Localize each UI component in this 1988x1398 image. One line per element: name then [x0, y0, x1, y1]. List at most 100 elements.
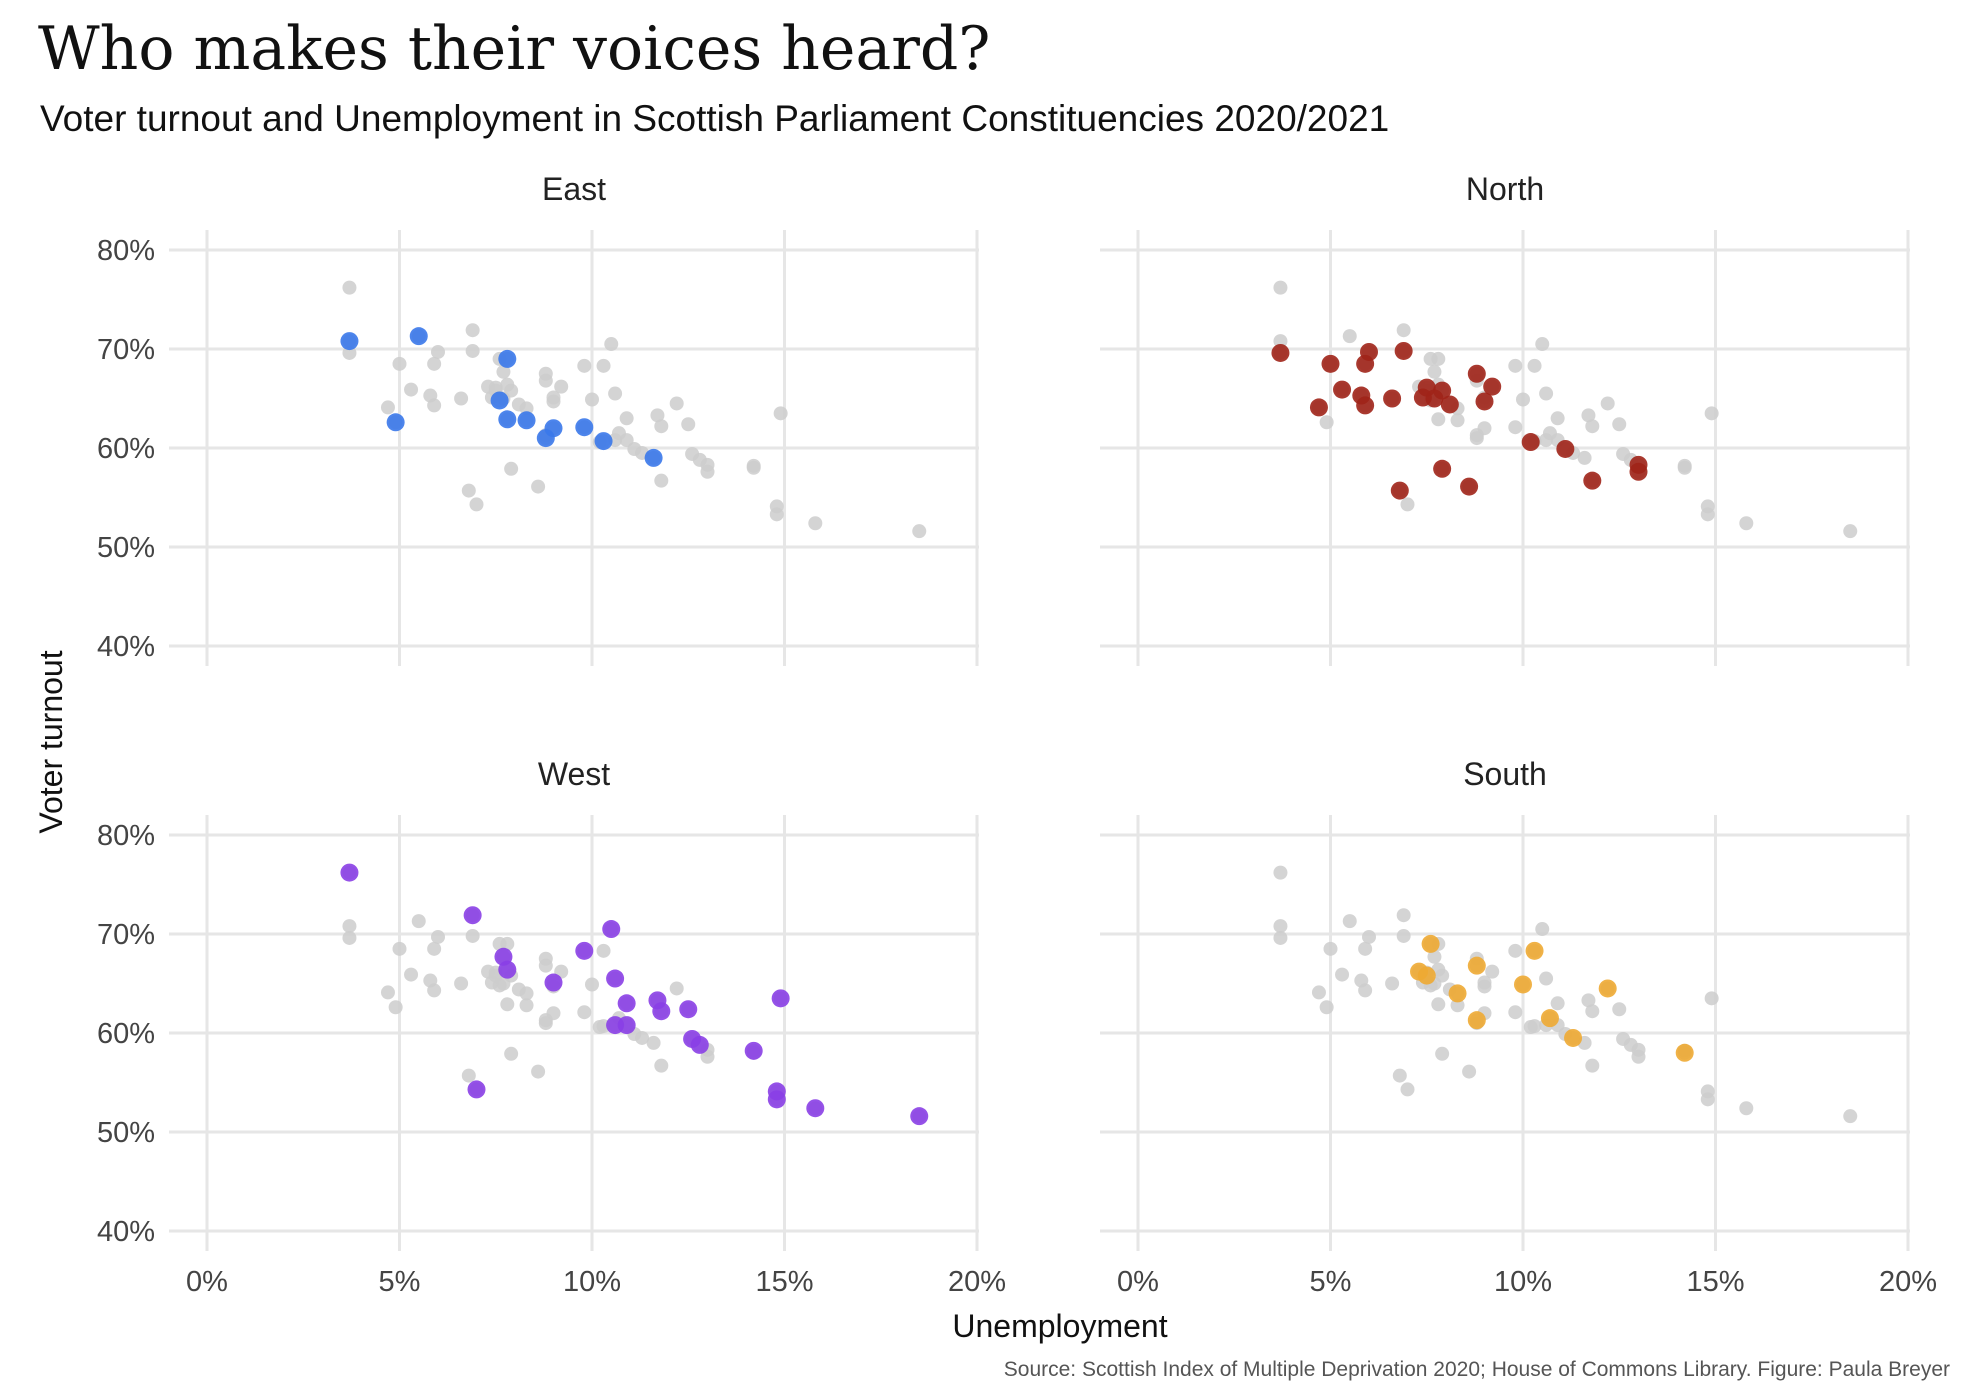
point-east-10	[594, 432, 613, 451]
background-point-south-46	[1539, 971, 1554, 986]
point-north-20	[1483, 377, 1502, 396]
x-tick-label-west-15: 15%	[755, 1266, 813, 1298]
background-point-south-32	[1485, 964, 1500, 979]
y-tick-label-east-40: 40%	[97, 631, 155, 663]
background-point-south-1	[1319, 1000, 1334, 1015]
background-point-east-35	[654, 473, 669, 488]
background-point-north-38	[1273, 280, 1288, 295]
background-point-south-41	[1427, 949, 1442, 964]
background-point-north-48	[1550, 411, 1565, 426]
background-point-east-71	[669, 396, 684, 411]
point-east-4	[498, 410, 517, 429]
chart-subtitle: Voter turnout and Unemployment in Scotti…	[40, 98, 1390, 139]
point-south-2	[1421, 934, 1440, 953]
background-point-east-46	[608, 386, 623, 401]
background-point-east-15	[404, 382, 419, 397]
point-west-14	[679, 1000, 698, 1019]
point-north-2	[1321, 354, 1340, 373]
background-point-north-11	[1577, 450, 1592, 465]
point-east-1	[386, 413, 405, 432]
facet-label-west: West	[538, 756, 610, 792]
background-point-south-6	[1450, 998, 1465, 1013]
point-west-22	[910, 1107, 929, 1126]
background-point-east-27	[504, 461, 519, 476]
background-point-north-46	[1539, 386, 1554, 401]
background-point-north-50	[1581, 408, 1596, 423]
point-north-25	[1629, 462, 1648, 481]
background-point-east-29	[531, 479, 546, 494]
background-point-west-71	[669, 981, 684, 996]
background-point-west-12	[342, 930, 357, 945]
point-west-17	[744, 1041, 763, 1060]
background-point-east-67	[585, 392, 599, 407]
background-point-west-68	[596, 943, 611, 958]
background-point-east-57	[769, 507, 784, 522]
background-point-east-42	[500, 377, 515, 392]
background-point-north-6	[1450, 413, 1465, 428]
point-north-8	[1383, 389, 1402, 408]
background-point-south-48	[1550, 996, 1565, 1011]
background-point-south-45	[1535, 922, 1550, 937]
y-tick-label-west-70: 70%	[97, 919, 155, 951]
chart-title: Who makes their voices heard?	[38, 14, 991, 84]
background-point-east-64	[519, 401, 534, 416]
y-tick-label-east-50: 50%	[97, 532, 155, 564]
background-point-south-54	[1623, 1037, 1638, 1052]
background-point-west-9	[577, 1005, 592, 1020]
point-north-9	[1390, 481, 1409, 500]
panel-south: South 0% 5% 10% 15% 20%	[1100, 756, 1937, 1298]
background-point-east-68	[596, 358, 611, 373]
point-south-9	[1564, 1028, 1583, 1047]
point-west-4	[498, 960, 517, 979]
point-west-21	[806, 1099, 825, 1118]
background-point-east-43	[546, 390, 561, 405]
background-point-south-9	[1508, 1005, 1523, 1020]
background-point-east-20	[454, 391, 469, 406]
point-north-14	[1433, 381, 1452, 400]
background-point-west-67	[585, 977, 599, 992]
background-point-north-63	[1423, 351, 1438, 366]
facet-label-north: North	[1466, 171, 1544, 207]
background-point-south-20	[1385, 976, 1400, 991]
background-point-west-27	[504, 1046, 519, 1061]
background-point-east-39	[465, 323, 480, 338]
point-west-20	[771, 989, 790, 1008]
background-point-east-38	[342, 280, 357, 295]
background-point-south-13	[1311, 985, 1326, 1000]
point-north-7	[1360, 342, 1378, 361]
background-point-west-2	[411, 914, 426, 929]
background-point-south-18	[1358, 941, 1373, 956]
x-tick-label-south-0: 0%	[1117, 1266, 1159, 1298]
background-point-south-27	[1435, 1046, 1450, 1061]
point-north-15	[1433, 459, 1452, 478]
background-point-north-66	[1469, 428, 1484, 443]
background-point-north-57	[1700, 507, 1715, 522]
point-north-23	[1583, 471, 1602, 490]
point-west-7	[602, 920, 621, 939]
background-point-south-60	[1843, 1109, 1858, 1124]
background-point-west-22	[465, 928, 480, 943]
background-point-east-60	[912, 524, 927, 539]
background-point-east-51	[654, 419, 669, 434]
background-point-south-39	[1396, 908, 1411, 923]
background-point-east-50	[650, 408, 665, 423]
x-tick-label-west-5: 5%	[379, 1266, 421, 1298]
background-point-west-29	[531, 1064, 546, 1079]
background-point-east-37	[700, 464, 715, 479]
background-point-south-21	[1392, 1068, 1407, 1083]
background-point-south-57	[1700, 1092, 1715, 1107]
point-west-19	[767, 1090, 786, 1109]
background-point-east-54	[692, 452, 707, 467]
background-point-west-6	[519, 998, 534, 1013]
background-point-south-14	[1323, 941, 1338, 956]
point-south-4	[1467, 956, 1486, 975]
y-tick-label-west-60: 60%	[97, 1018, 155, 1050]
background-point-east-52	[681, 417, 696, 432]
background-point-north-51	[1585, 419, 1600, 434]
facet-label-east: East	[542, 171, 606, 207]
background-point-north-2	[1342, 329, 1357, 344]
background-point-south-0	[1273, 919, 1288, 934]
background-point-north-9	[1508, 420, 1523, 435]
point-east-0	[340, 332, 359, 351]
background-point-south-2	[1342, 914, 1357, 929]
